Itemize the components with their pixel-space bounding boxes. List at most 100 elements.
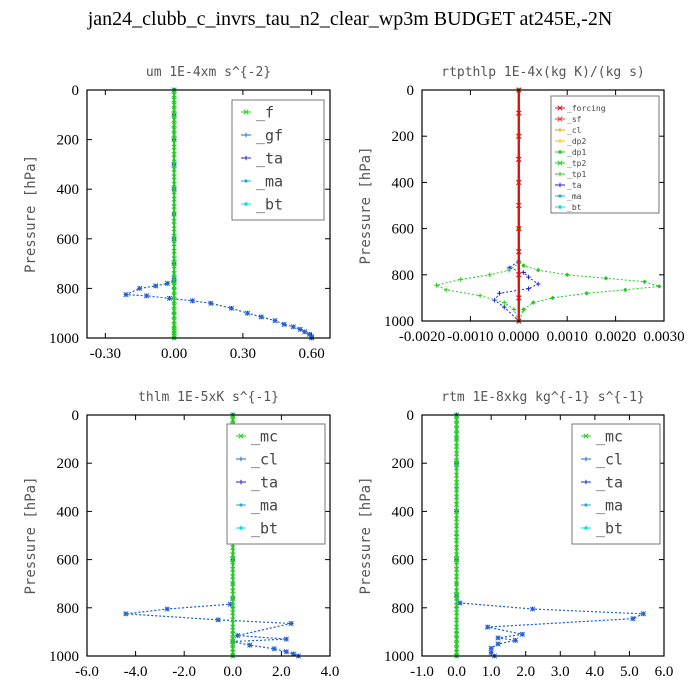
data-point <box>453 487 460 493</box>
data-point <box>244 310 251 316</box>
data-point <box>497 290 502 296</box>
data-point <box>171 189 177 195</box>
legend-label: _f <box>256 103 274 121</box>
data-point <box>230 559 236 565</box>
x-tick-label: -6.0 <box>75 664 99 680</box>
legend-label: _ta <box>596 473 623 491</box>
data-point <box>453 636 460 642</box>
chart-panel-4: rtm 1E-8xkg kg^{-1} s^{-1} Pressure [hPa]… <box>358 390 673 680</box>
data-point <box>230 631 236 637</box>
series-forcing <box>516 87 522 324</box>
data-point <box>153 283 159 289</box>
data-point <box>453 631 460 637</box>
legend-marker <box>238 433 244 439</box>
data-point <box>521 307 526 312</box>
data-point <box>171 218 177 225</box>
data-point <box>171 151 177 158</box>
data-point <box>171 278 177 284</box>
x-tick-label: 6.0 <box>655 664 674 680</box>
x-tick-label: 2.0 <box>516 664 535 680</box>
data-point <box>230 602 236 609</box>
y-tick-label: 0 <box>72 408 80 424</box>
data-point <box>164 280 170 287</box>
legend-label: _cl <box>567 126 582 135</box>
y-tick-label: 200 <box>392 129 415 145</box>
data-point <box>630 615 636 622</box>
y-tick-label: 200 <box>57 133 80 149</box>
y-tick-label: 400 <box>392 504 415 520</box>
data-point <box>453 537 460 543</box>
chart-panel-2: rtpthlp 1E-4x(kg K)/(kg s) Pressure [hPa]… <box>358 65 685 345</box>
data-point <box>302 329 308 335</box>
data-point <box>171 107 177 113</box>
y-tick-label: 800 <box>392 601 415 617</box>
legend-label: _forcing <box>567 104 606 113</box>
legend-marker <box>557 127 563 133</box>
x-tick-label: 4.0 <box>321 664 340 680</box>
data-point <box>171 174 177 180</box>
y-tick-label: 600 <box>57 232 80 248</box>
legend-marker <box>238 525 244 531</box>
data-point <box>516 156 522 162</box>
data-point <box>171 288 177 294</box>
plot-frame <box>421 414 665 657</box>
data-point <box>488 645 494 651</box>
series-line <box>435 90 520 322</box>
data-point <box>230 595 236 601</box>
legend-label: _ta <box>567 181 582 190</box>
y-axis-label: Pressure [hPa] <box>23 155 39 273</box>
data-point <box>506 267 512 273</box>
y-tick-label: 400 <box>57 182 80 198</box>
legend-label: _bt <box>567 203 582 212</box>
panel-title: thlm 1E-5xK s^{-1} <box>138 390 279 405</box>
data-point <box>453 494 460 500</box>
legend-label: _cl <box>251 450 278 468</box>
chart-panel-3: thlm 1E-5xK s^{-1} Pressure [hPa] 0 200 400 6… <box>23 390 339 680</box>
x-tick-label: -0.30 <box>90 346 121 362</box>
data-point <box>288 620 294 627</box>
panel-title: rtpthlp 1E-4x(kg K)/(kg s) <box>441 65 645 80</box>
data-point <box>208 300 214 306</box>
legend-marker <box>557 105 563 111</box>
data-point <box>230 417 236 423</box>
series-f <box>171 87 177 341</box>
legend-label: _ta <box>251 473 278 491</box>
data-point <box>453 552 460 558</box>
legend: _forcing _sf _cl _dp2 _dp1 _tp2 _tp1 _ta _ma _bt <box>550 95 660 214</box>
data-point <box>171 117 177 123</box>
data-point <box>453 617 460 623</box>
y-tick-label: 600 <box>57 553 80 569</box>
data-point <box>495 635 501 641</box>
legend-marker <box>238 456 244 462</box>
data-point <box>453 544 460 551</box>
data-point <box>171 196 177 202</box>
data-point <box>171 122 177 128</box>
data-point <box>458 277 464 282</box>
legend-label: _dp1 <box>567 148 586 157</box>
legend-marker <box>583 525 589 531</box>
data-point <box>235 632 241 639</box>
legend-box <box>550 95 660 214</box>
legend-marker <box>558 194 562 198</box>
data-point <box>230 617 236 623</box>
data-point <box>443 287 449 293</box>
legend-label: _dp2 <box>567 137 586 146</box>
data-point <box>477 293 483 298</box>
legend-label: _mc <box>251 427 278 445</box>
data-point <box>453 523 460 529</box>
y-tick-label: 1000 <box>49 331 79 347</box>
legend: _mc _cl _ta _ma _bt <box>571 423 661 545</box>
data-point <box>166 295 173 301</box>
data-point <box>453 426 460 433</box>
data-point <box>171 255 177 262</box>
data-point <box>171 298 177 304</box>
data-point <box>230 588 236 594</box>
data-point <box>171 270 177 277</box>
legend-marker <box>238 479 244 485</box>
data-point <box>453 609 460 616</box>
legend-marker <box>243 201 249 207</box>
y-axis-label: Pressure [hPa] <box>23 476 39 594</box>
data-point <box>171 263 177 269</box>
data-point <box>550 295 555 301</box>
